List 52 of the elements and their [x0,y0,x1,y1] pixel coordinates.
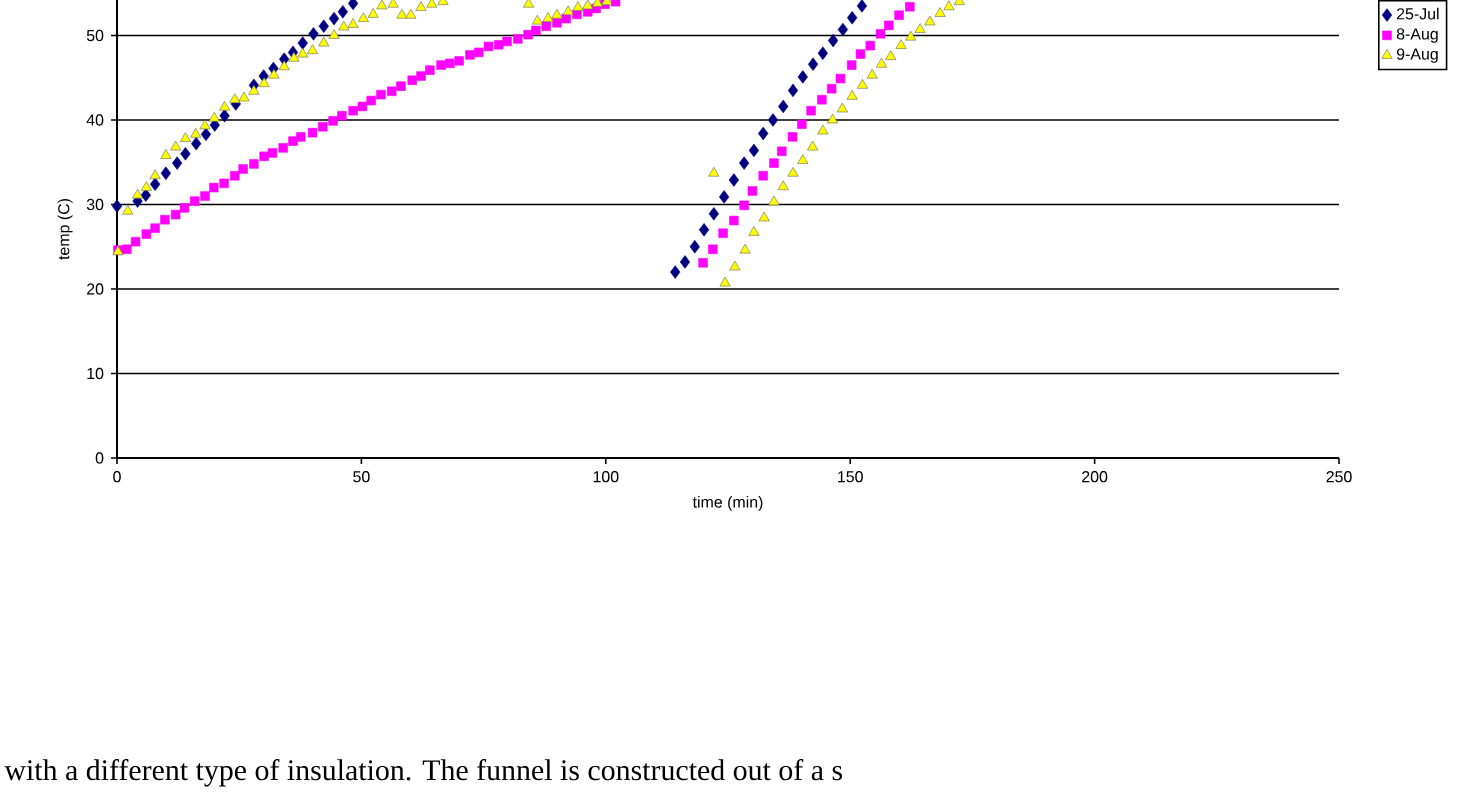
legend-label: 9-Aug [1396,48,1438,63]
point [728,173,739,187]
x-tick-label: 200 [1082,471,1108,483]
x-tick-label: 0 [113,471,121,483]
point [856,0,868,13]
point [748,143,760,158]
point [219,109,230,123]
point [150,177,161,191]
point [758,126,769,141]
point [140,188,151,202]
point [767,113,779,127]
y-tick-label: 40 [86,114,104,126]
point [847,11,858,25]
point [308,27,319,41]
point [787,83,799,98]
y-tick-label: 20 [87,283,104,295]
point [318,19,329,33]
x-tick-label: 50 [353,471,370,483]
y-tick-label: 50 [86,29,104,42]
x-tick-label: 250 [1326,471,1352,483]
point [689,240,700,254]
point [111,199,123,213]
point [719,190,730,204]
legend-label: 8-Aug [1396,28,1438,43]
y-axis-title: temp (C) [57,199,73,260]
text: with a different type of insulation. The funnel is constructed out of a s [4,758,842,787]
point [708,207,719,221]
x-tick-label: 150 [838,471,863,483]
point [778,99,789,114]
point [679,255,691,269]
point [200,127,212,142]
point [698,223,710,237]
y-tick-label: 10 [87,367,104,380]
point [807,57,819,71]
point [670,265,681,279]
point [797,70,808,84]
point [337,5,348,19]
point [180,147,191,161]
y-tick-label: 0 [95,452,104,464]
legend-label: 25-Jul [1396,7,1439,20]
point [837,22,848,37]
point [828,33,839,48]
x-axis-title: time (min) [692,495,763,511]
point [297,36,308,50]
y-tick-label: 30 [86,198,104,211]
point [191,136,202,151]
point [160,166,171,180]
point [739,156,750,170]
point [172,156,183,170]
x-tick-label: 100 [593,471,619,483]
point [328,11,340,26]
point [817,46,828,60]
